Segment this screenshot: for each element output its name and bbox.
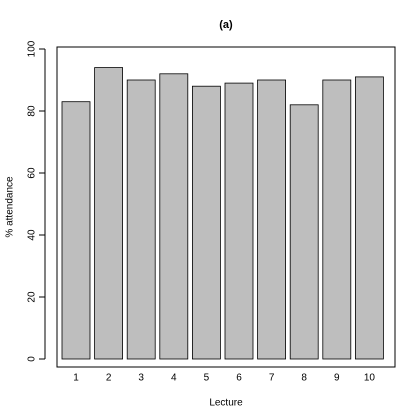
x-tick-label: 4	[171, 373, 177, 384]
bar	[322, 79, 352, 360]
bar	[126, 79, 156, 360]
y-tick-label: 60	[27, 167, 38, 179]
y-axis-label: % attendance	[5, 176, 16, 238]
y-tick-label: 80	[27, 105, 38, 117]
bar	[191, 85, 221, 360]
x-tick-label: 9	[334, 373, 340, 384]
x-tick-label: 5	[204, 373, 210, 384]
y-tick-label: 0	[27, 356, 38, 362]
x-tick-label: 10	[364, 373, 376, 384]
x-tick-label: 3	[138, 373, 144, 384]
x-tick-label: 7	[269, 373, 275, 384]
x-axis-label: Lecture	[209, 398, 243, 409]
x-tick-label: 8	[301, 373, 307, 384]
bar	[289, 104, 319, 360]
x-tick-label: 1	[73, 373, 79, 384]
y-tick-label: 40	[27, 229, 38, 241]
bar	[257, 79, 287, 360]
x-tick-label: 2	[106, 373, 112, 384]
bar	[94, 67, 123, 360]
y-tick-label: 100	[27, 40, 38, 57]
plot-box	[56, 46, 396, 368]
bar	[61, 101, 91, 360]
x-tick-label: 6	[236, 373, 242, 384]
bar	[224, 82, 254, 360]
bar	[354, 76, 384, 360]
bar	[159, 73, 189, 360]
chart-title: (a)	[219, 19, 233, 31]
y-tick-label: 20	[27, 291, 38, 303]
